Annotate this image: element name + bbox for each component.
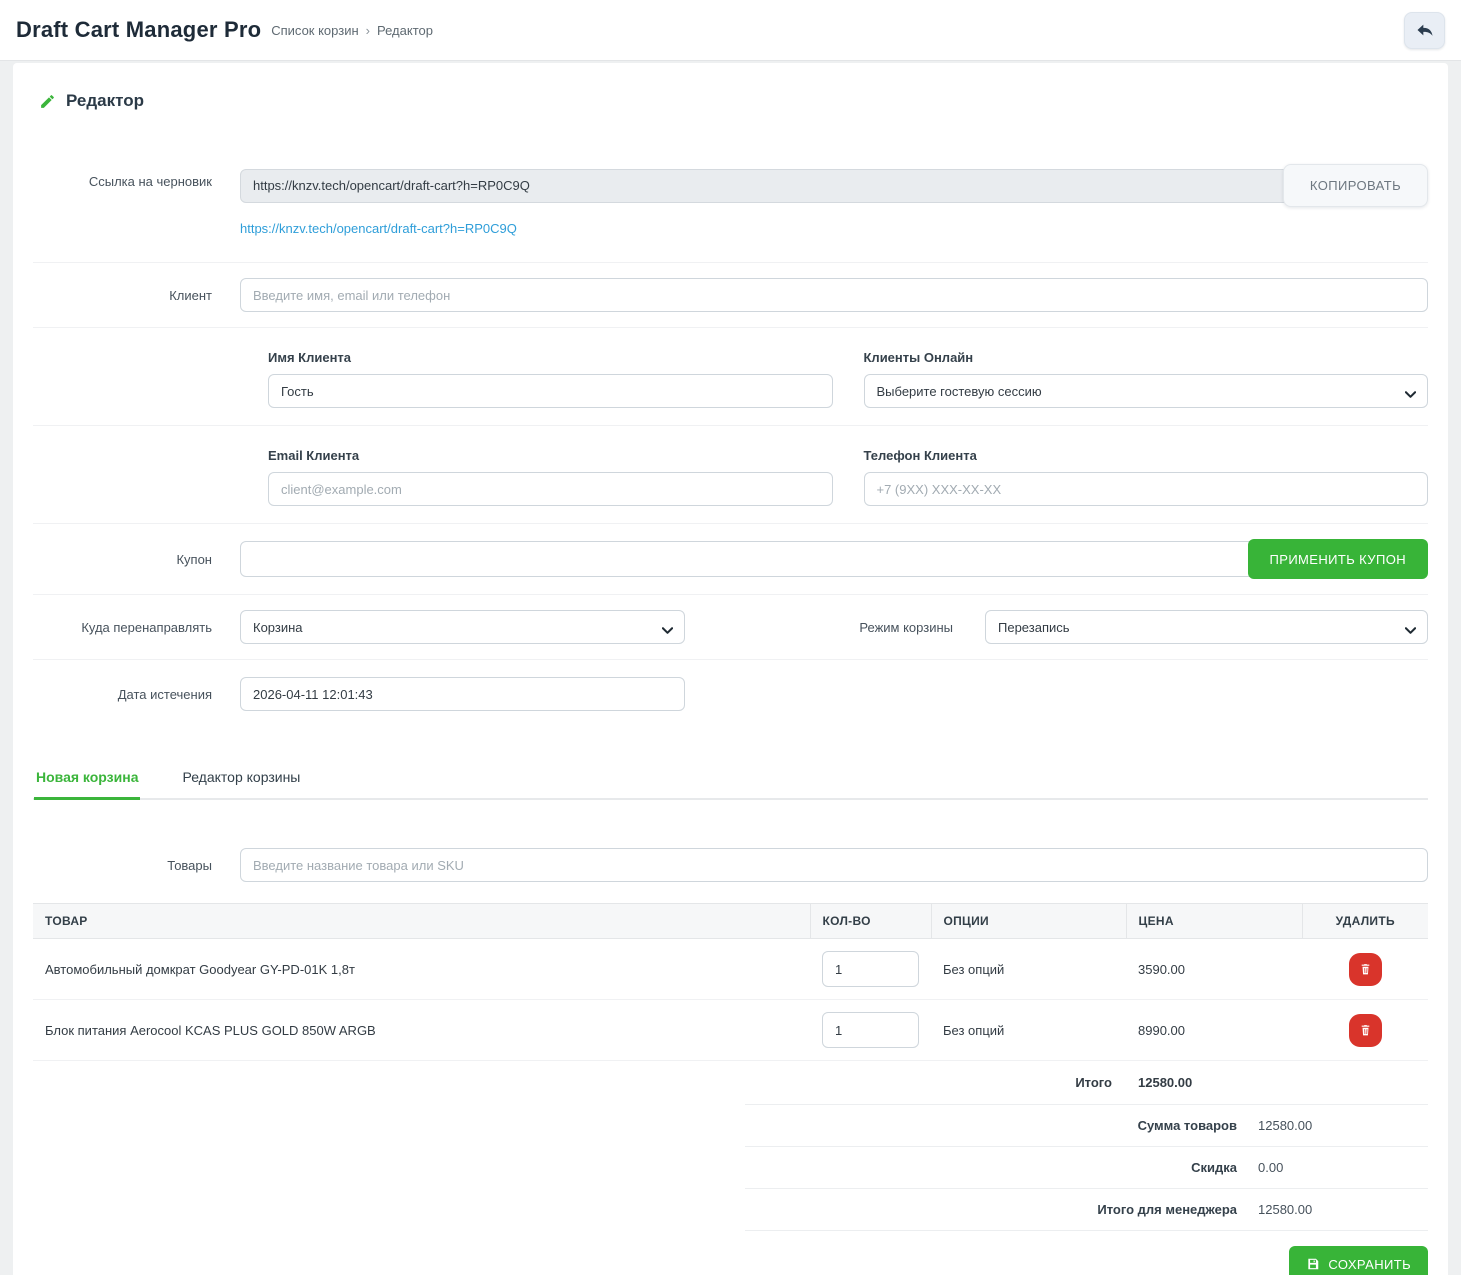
product-options: Без опций: [931, 999, 1126, 1061]
panel-header: Редактор: [33, 91, 1428, 111]
clients-online-label: Клиенты Онлайн: [863, 350, 974, 365]
tab-new-cart[interactable]: Новая корзина: [34, 769, 141, 800]
summary-value: 0.00: [1258, 1160, 1284, 1175]
panel-footer: СОХРАНИТЬ: [33, 1246, 1428, 1275]
col-header-product: ТОВАР: [33, 903, 810, 939]
chevron-down-icon: [661, 623, 674, 638]
table-total-row: Итого 12580.00: [33, 1060, 1428, 1104]
client-phone-input[interactable]: [863, 472, 1428, 506]
draft-link-row: Ссылка на черновик КОПИРОВАТЬ https://kn…: [33, 149, 1428, 263]
products-label: Товары: [167, 857, 212, 873]
client-label: Клиент: [169, 287, 212, 303]
draft-link-input[interactable]: [240, 168, 1285, 203]
back-arrow-icon: [1415, 20, 1435, 40]
cart-mode-select[interactable]: Перезапись: [985, 610, 1428, 644]
top-header-bar: Draft Cart Manager Pro Список корзин › Р…: [0, 0, 1461, 61]
chevron-down-icon: [1404, 623, 1417, 638]
client-phone-label: Телефон Клиента: [863, 448, 977, 463]
summary-value: 12580.00: [1258, 1118, 1313, 1133]
total-label: Итого: [33, 1060, 1126, 1104]
product-price: 8990.00: [1126, 999, 1302, 1061]
products-search-row: Товары: [33, 848, 1428, 882]
delete-product-button[interactable]: [1348, 1013, 1382, 1047]
trash-icon: [1359, 963, 1372, 976]
expire-date-row: Дата истечения: [33, 660, 1428, 729]
floppy-disk-icon: [1306, 1257, 1320, 1271]
expire-date-label: Дата истечения: [117, 686, 212, 702]
quantity-input[interactable]: [822, 1012, 919, 1048]
col-header-price: ЦЕНА: [1125, 903, 1302, 939]
col-header-qty: КОЛ-ВО: [809, 903, 931, 939]
copy-link-button[interactable]: КОПИРОВАТЬ: [1282, 164, 1428, 207]
products-table: ТОВАР КОЛ-ВО ОПЦИИ ЦЕНА УДАЛИТЬ Автомоби…: [33, 903, 1428, 1104]
quantity-input[interactable]: [822, 951, 919, 987]
products-table-header-row: ТОВАР КОЛ-ВО ОПЦИИ ЦЕНА УДАЛИТЬ: [33, 903, 1428, 939]
col-header-options: ОПЦИИ: [930, 903, 1126, 939]
cart-mode-selected-value: Перезапись: [998, 619, 1070, 635]
total-value: 12580.00: [1126, 1060, 1302, 1104]
breadcrumb-cart-list[interactable]: Список корзин: [271, 22, 359, 38]
app-title: Draft Cart Manager Pro: [16, 17, 262, 42]
cart-tabs: Новая корзина Редактор корзины: [33, 769, 1428, 800]
breadcrumb-editor: Редактор: [377, 22, 433, 38]
summary-row-discount: Скидка 0.00: [745, 1146, 1428, 1188]
client-search-input[interactable]: [240, 278, 1428, 312]
breadcrumb-separator: ›: [365, 22, 370, 38]
delete-product-button[interactable]: [1348, 952, 1382, 986]
coupon-row: Купон ПРИМЕНИТЬ КУПОН: [33, 524, 1428, 595]
client-email-label: Email Клиента: [268, 448, 360, 463]
client-contact-row: Email Клиента Телефон Клиента: [33, 426, 1428, 524]
chevron-down-icon: [1404, 387, 1417, 402]
client-name-input[interactable]: [268, 374, 833, 408]
client-name-row: Имя Клиента Клиенты Онлайн Выберите гост…: [33, 328, 1428, 426]
breadcrumb: Список корзин › Редактор: [271, 23, 433, 38]
summary-label: Скидка: [1191, 1160, 1237, 1175]
summary-label: Сумма товаров: [1137, 1118, 1237, 1133]
summary-value: 12580.00: [1258, 1202, 1313, 1217]
totals-summary: Сумма товаров 12580.00 Скидка 0.00 Итого…: [745, 1104, 1428, 1231]
redirect-select[interactable]: Корзина: [240, 610, 685, 644]
save-button[interactable]: СОХРАНИТЬ: [1289, 1246, 1428, 1275]
clients-online-select[interactable]: Выберите гостевую сессию: [863, 374, 1428, 408]
client-name-label: Имя Клиента: [268, 350, 352, 365]
product-name: Блок питания Aerocool KCAS PLUS GOLD 850…: [33, 999, 810, 1061]
back-button[interactable]: [1404, 11, 1445, 49]
tab-cart-editor[interactable]: Редактор корзины: [182, 769, 301, 785]
redirect-selected-value: Корзина: [253, 619, 303, 635]
product-price: 3590.00: [1126, 938, 1302, 1000]
clients-online-selected-value: Выберите гостевую сессию: [876, 383, 1042, 399]
coupon-input[interactable]: [240, 541, 1251, 577]
summary-row-manager-total: Итого для менеджера 12580.00: [745, 1188, 1428, 1231]
apply-coupon-button[interactable]: ПРИМЕНИТЬ КУПОН: [1247, 539, 1428, 579]
coupon-label: Купон: [176, 551, 212, 567]
summary-label: Итого для менеджера: [1097, 1202, 1237, 1217]
product-name: Автомобильный домкрат Goodyear GY-PD-01K…: [33, 938, 810, 1000]
product-search-input[interactable]: [240, 848, 1428, 882]
table-row: Автомобильный домкрат Goodyear GY-PD-01K…: [33, 938, 1428, 1000]
table-row: Блок питания Aerocool KCAS PLUS GOLD 850…: [33, 999, 1428, 1061]
redirect-row: Куда перенаправлять Корзина Режим корзин…: [33, 595, 1428, 660]
panel-title: Редактор: [66, 91, 144, 110]
trash-icon: [1359, 1024, 1372, 1037]
client-email-input[interactable]: [268, 472, 833, 506]
draft-link-anchor[interactable]: https://knzv.tech/opencart/draft-cart?h=…: [240, 221, 517, 236]
draft-link-label: Ссылка на черновик: [88, 174, 212, 189]
client-search-row: Клиент: [33, 263, 1428, 328]
pencil-icon: [39, 93, 56, 110]
expire-date-input[interactable]: [240, 677, 685, 711]
product-options: Без опций: [931, 938, 1126, 1000]
col-header-delete: УДАЛИТЬ: [1301, 903, 1428, 939]
save-button-label: СОХРАНИТЬ: [1328, 1256, 1411, 1272]
cart-mode-label: Режим корзины: [859, 619, 953, 635]
summary-row-subtotal: Сумма товаров 12580.00: [745, 1104, 1428, 1146]
editor-panel: Редактор Ссылка на черновик КОПИРОВАТЬ h…: [13, 63, 1448, 1275]
redirect-label: Куда перенаправлять: [81, 619, 212, 635]
